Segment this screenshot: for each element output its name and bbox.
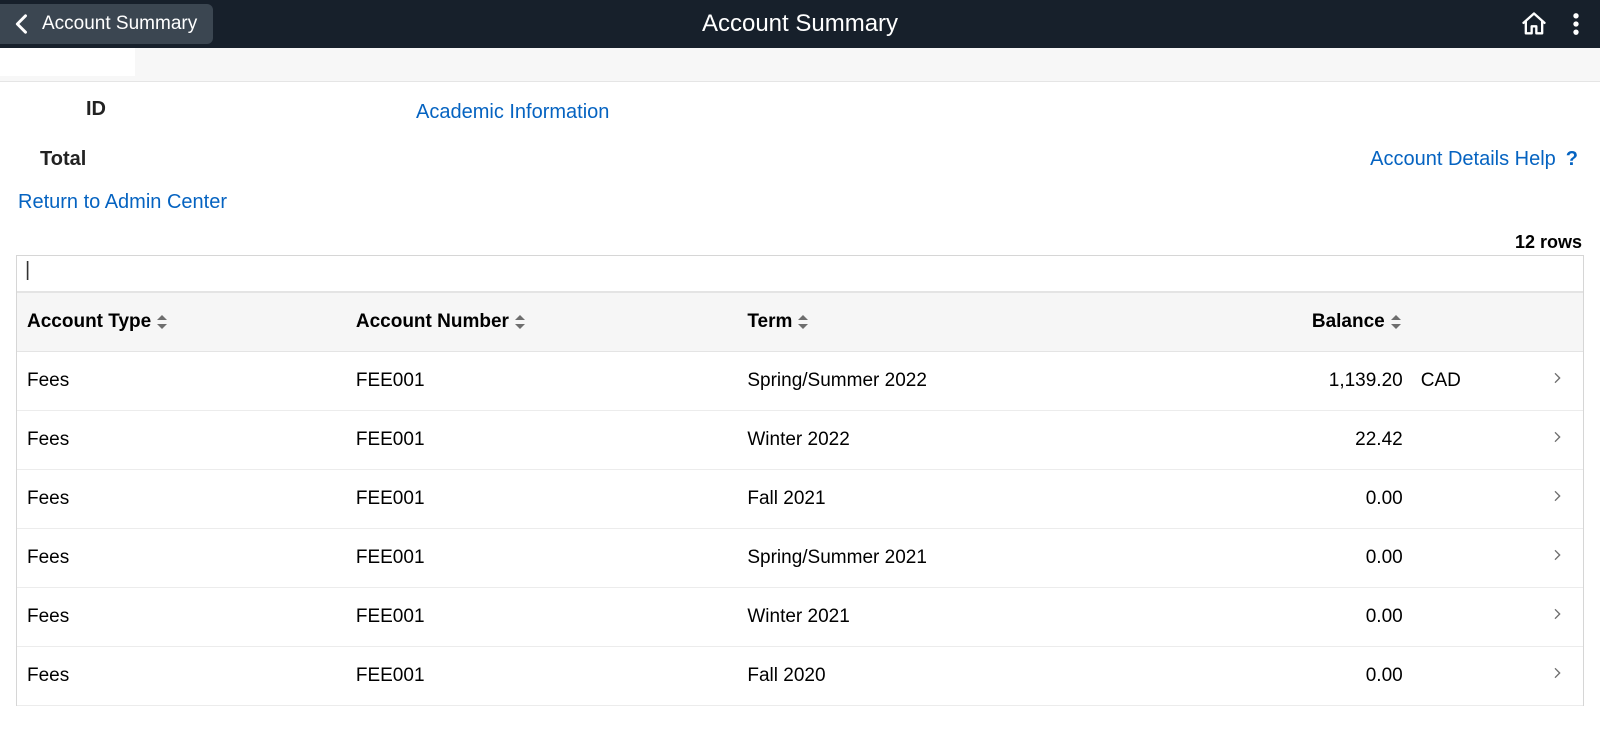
cell-account-type: Fees <box>17 647 346 706</box>
cell-chevron[interactable] <box>1505 470 1583 529</box>
sort-icon <box>515 315 527 329</box>
help-link-label: Account Details Help <box>1370 148 1556 171</box>
chevron-right-icon <box>1549 547 1565 569</box>
sort-icon <box>798 315 810 329</box>
table-row[interactable]: FeesFEE001Spring/Summer 20210.00 <box>17 529 1583 588</box>
cell-currency <box>1411 411 1505 470</box>
col-account-number[interactable]: Account Number <box>346 293 738 352</box>
cell-account-number: FEE001 <box>346 647 738 706</box>
account-details-help-link[interactable]: Account Details Help ? <box>1370 148 1578 171</box>
col-action <box>1505 293 1583 352</box>
col-term-label: Term <box>747 311 792 332</box>
help-icon: ? <box>1566 148 1578 171</box>
cell-chevron[interactable] <box>1505 588 1583 647</box>
col-balance[interactable]: Balance <box>1254 293 1411 352</box>
cell-balance: 22.42 <box>1254 411 1411 470</box>
cell-term: Winter 2021 <box>737 588 1254 647</box>
cell-balance: 0.00 <box>1254 588 1411 647</box>
top-app-bar: Account Summary Account Summary <box>0 0 1600 48</box>
row-count-label: 12 rows <box>16 232 1584 253</box>
sort-icon <box>157 315 169 329</box>
cell-currency <box>1411 588 1505 647</box>
cell-account-type: Fees <box>17 470 346 529</box>
content-area: ID Academic Information Total Account De… <box>0 82 1600 706</box>
chevron-right-icon <box>1549 665 1565 687</box>
cell-currency: CAD <box>1411 352 1505 411</box>
col-account-type-label: Account Type <box>27 311 151 332</box>
cell-term: Spring/Summer 2021 <box>737 529 1254 588</box>
chevron-right-icon <box>1549 370 1565 392</box>
cell-chevron[interactable] <box>1505 411 1583 470</box>
cell-chevron[interactable] <box>1505 352 1583 411</box>
chevron-left-icon <box>8 10 36 38</box>
col-currency <box>1411 293 1505 352</box>
cell-account-number: FEE001 <box>346 588 738 647</box>
total-label: Total <box>16 148 111 171</box>
cell-account-number: FEE001 <box>346 352 738 411</box>
tab-placeholder <box>0 48 135 76</box>
topbar-actions <box>1520 10 1590 38</box>
chevron-right-icon <box>1549 606 1565 628</box>
search-caret-icon: | <box>25 259 30 282</box>
home-icon[interactable] <box>1520 10 1548 38</box>
accounts-table-wrap: | Account Type Account Number Term Balan… <box>16 255 1584 706</box>
col-term[interactable]: Term <box>737 293 1254 352</box>
totals-row: Total Account Details Help ? <box>16 148 1584 171</box>
cell-term: Fall 2021 <box>737 470 1254 529</box>
back-button-label: Account Summary <box>42 13 197 35</box>
table-body: FeesFEE001Spring/Summer 20221,139.20CADF… <box>17 352 1583 706</box>
sub-header-strip <box>0 48 1600 82</box>
cell-account-number: FEE001 <box>346 411 738 470</box>
back-button[interactable]: Account Summary <box>0 4 213 44</box>
table-row[interactable]: FeesFEE001Winter 20210.00 <box>17 588 1583 647</box>
col-account-type[interactable]: Account Type <box>17 293 346 352</box>
cell-account-type: Fees <box>17 529 346 588</box>
academic-information-link[interactable]: Academic Information <box>416 101 816 124</box>
cell-currency <box>1411 470 1505 529</box>
col-balance-label: Balance <box>1312 311 1385 332</box>
cell-balance: 0.00 <box>1254 470 1411 529</box>
id-label: ID <box>16 98 106 121</box>
cell-term: Spring/Summer 2022 <box>737 352 1254 411</box>
cell-balance: 0.00 <box>1254 647 1411 706</box>
cell-balance: 1,139.20 <box>1254 352 1411 411</box>
cell-term: Winter 2022 <box>737 411 1254 470</box>
return-admin-center-link[interactable]: Return to Admin Center <box>16 191 227 214</box>
table-row[interactable]: FeesFEE001Fall 20200.00 <box>17 647 1583 706</box>
cell-chevron[interactable] <box>1505 529 1583 588</box>
table-header-row: Account Type Account Number Term Balance <box>17 293 1583 352</box>
accounts-table: Account Type Account Number Term Balance… <box>17 292 1583 706</box>
more-vertical-icon[interactable] <box>1562 10 1590 38</box>
sort-icon <box>1391 315 1403 329</box>
cell-account-type: Fees <box>17 411 346 470</box>
col-account-number-label: Account Number <box>356 311 509 332</box>
chevron-right-icon <box>1549 429 1565 451</box>
cell-currency <box>1411 647 1505 706</box>
cell-account-number: FEE001 <box>346 470 738 529</box>
page-title: Account Summary <box>702 10 898 38</box>
cell-balance: 0.00 <box>1254 529 1411 588</box>
table-row[interactable]: FeesFEE001Fall 20210.00 <box>17 470 1583 529</box>
cell-currency <box>1411 529 1505 588</box>
cell-account-type: Fees <box>17 588 346 647</box>
cell-account-type: Fees <box>17 352 346 411</box>
cell-account-number: FEE001 <box>346 529 738 588</box>
table-row[interactable]: FeesFEE001Spring/Summer 20221,139.20CAD <box>17 352 1583 411</box>
cell-chevron[interactable] <box>1505 647 1583 706</box>
chevron-right-icon <box>1549 488 1565 510</box>
table-row[interactable]: FeesFEE001Winter 202222.42 <box>17 411 1583 470</box>
cell-term: Fall 2020 <box>737 647 1254 706</box>
table-search-strip[interactable]: | <box>17 256 1583 292</box>
academic-info-row: Academic Information <box>16 101 1584 124</box>
